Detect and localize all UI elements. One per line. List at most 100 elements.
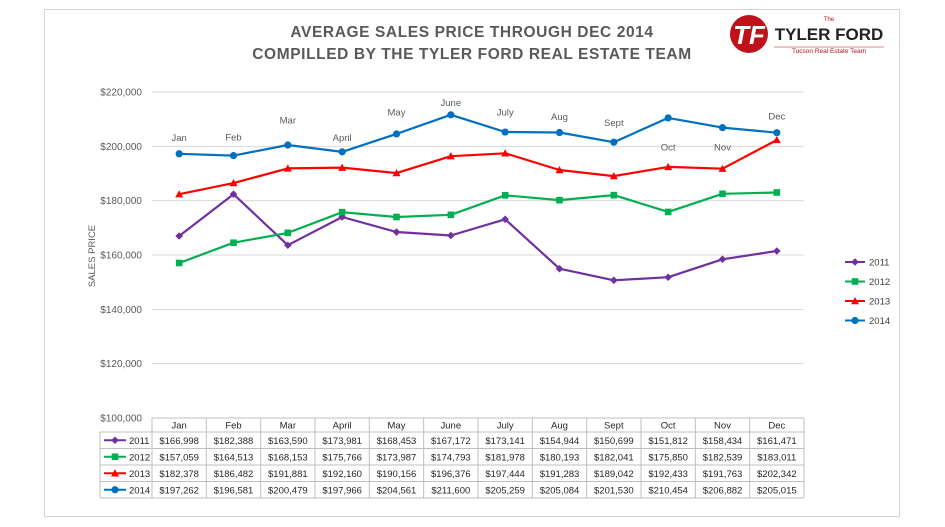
- data-point-2013: [718, 164, 727, 172]
- table-legend-marker: [111, 469, 119, 477]
- table-value-cell: $192,160: [322, 469, 362, 480]
- month-annotation: Mar: [280, 116, 296, 127]
- table-value-cell: $191,881: [268, 469, 308, 480]
- table-value-cell: $196,376: [431, 469, 471, 480]
- table-value-cell: $173,981: [322, 436, 362, 447]
- table-value-cell: $166,998: [159, 436, 199, 447]
- logo-tagline: Tucson Real Estate Team: [792, 48, 866, 55]
- month-annotation: Sept: [604, 118, 624, 129]
- data-point-2011: [773, 247, 781, 255]
- data-point-2013: [446, 152, 455, 160]
- x-tick-label: April: [333, 421, 352, 432]
- table-value-cell: $182,041: [594, 452, 634, 463]
- data-point-2014: [392, 130, 401, 138]
- legend-marker: [851, 297, 859, 305]
- y-tick-label: $100,000: [100, 414, 142, 425]
- table-value-cell: $180,193: [540, 452, 580, 463]
- table-value-cell: $190,156: [377, 469, 417, 480]
- table-value-cell: $150,699: [594, 436, 634, 447]
- data-point-2013: [283, 164, 292, 172]
- month-annotation: Jan: [172, 133, 187, 144]
- data-point-2014: [229, 152, 238, 160]
- data-point-2014: [773, 129, 781, 137]
- x-tick-label: May: [388, 421, 406, 432]
- y-tick-label: $140,000: [100, 305, 142, 316]
- chart-subtitle: COMPILLED BY THE TYLER FORD REAL ESTATE …: [252, 46, 691, 63]
- month-annotation: Aug: [551, 112, 568, 123]
- table-value-cell: $182,378: [159, 469, 199, 480]
- x-tick-label: Sept: [604, 421, 624, 432]
- table-value-cell: $168,153: [268, 452, 308, 463]
- data-point-2011: [175, 232, 183, 240]
- month-annotation: Feb: [225, 133, 241, 144]
- table-value-cell: $192,433: [648, 469, 688, 480]
- data-point-2012: [556, 196, 563, 204]
- table-value-cell: $189,042: [594, 469, 634, 480]
- data-point-2012: [393, 213, 400, 221]
- data-point-2011: [284, 241, 292, 250]
- legend-label: 2011: [869, 258, 889, 269]
- y-tick-label: $160,000: [100, 251, 142, 262]
- table-series-name: 2014: [129, 485, 150, 496]
- table-value-cell: $154,944: [540, 436, 580, 447]
- table-legend-marker: [111, 453, 119, 461]
- table-value-cell: $158,434: [703, 436, 743, 447]
- table-value-cell: $186,482: [214, 469, 254, 480]
- table-value-cell: $196,581: [214, 485, 254, 496]
- table-value-cell: $210,454: [648, 485, 688, 496]
- table-legend-marker: [111, 436, 119, 445]
- tyler-ford-logo: TF The TYLER FORD Tucson Real Estate Tea…: [730, 15, 884, 55]
- table-legend-marker: [111, 486, 119, 494]
- logo-name-text: TYLER FORD: [775, 25, 884, 44]
- table-value-cell: $191,283: [540, 469, 580, 480]
- data-point-2013: [609, 172, 618, 180]
- x-tick-label: July: [497, 421, 514, 432]
- table-value-cell: $173,987: [377, 452, 417, 463]
- table-value-cell: $211,600: [431, 485, 470, 496]
- data-point-2011: [229, 190, 238, 198]
- x-tick-label: Dec: [768, 421, 785, 432]
- month-annotation: Oct: [661, 143, 676, 154]
- table-value-cell: $205,084: [540, 485, 580, 496]
- table-value-cell: $205,259: [485, 485, 525, 496]
- table-value-cell: $175,766: [322, 452, 362, 463]
- x-tick-label: Aug: [551, 421, 568, 432]
- month-annotation: July: [497, 107, 514, 118]
- x-tick-label: Mar: [280, 421, 296, 432]
- x-tick-label: Jan: [172, 421, 187, 432]
- legend-label: 2013: [869, 297, 890, 308]
- data-point-2011: [718, 255, 727, 264]
- data-point-2013: [501, 149, 510, 157]
- data-point-2011: [501, 215, 509, 224]
- legend-label: 2012: [869, 277, 890, 288]
- data-point-2014: [501, 128, 509, 136]
- table-value-cell: $204,561: [377, 485, 417, 496]
- y-axis-title: SALES PRICE: [87, 225, 98, 287]
- month-annotation: May: [388, 107, 406, 118]
- table-value-cell: $183,011: [757, 452, 796, 463]
- data-point-2012: [773, 189, 781, 196]
- legend-marker: [851, 258, 859, 266]
- data-point-2012: [175, 259, 183, 267]
- data-point-2014: [175, 150, 183, 158]
- data-point-2012: [230, 239, 237, 247]
- table-value-cell: $181,978: [485, 452, 525, 463]
- table-value-cell: $201,530: [594, 485, 634, 496]
- legend-marker: [851, 278, 859, 285]
- data-point-2012: [610, 191, 618, 199]
- table-series-name: 2011: [129, 436, 149, 447]
- table-value-cell: $205,015: [757, 485, 797, 496]
- table-value-cell: $164,513: [214, 452, 254, 463]
- series-line-2012: [178, 191, 777, 265]
- data-point-2012: [447, 211, 455, 219]
- y-tick-label: $200,000: [100, 142, 142, 153]
- data-point-2011: [664, 273, 672, 282]
- table-value-cell: $157,059: [159, 452, 199, 463]
- data-point-2012: [664, 208, 672, 216]
- table-series-name: 2012: [129, 452, 150, 463]
- month-annotation: Nov: [714, 143, 731, 154]
- table-value-cell: $161,471: [757, 436, 797, 447]
- data-point-2011: [447, 231, 455, 240]
- data-point-2013: [772, 135, 781, 144]
- chart-title: AVERAGE SALES PRICE THROUGH DEC 2014: [290, 24, 653, 41]
